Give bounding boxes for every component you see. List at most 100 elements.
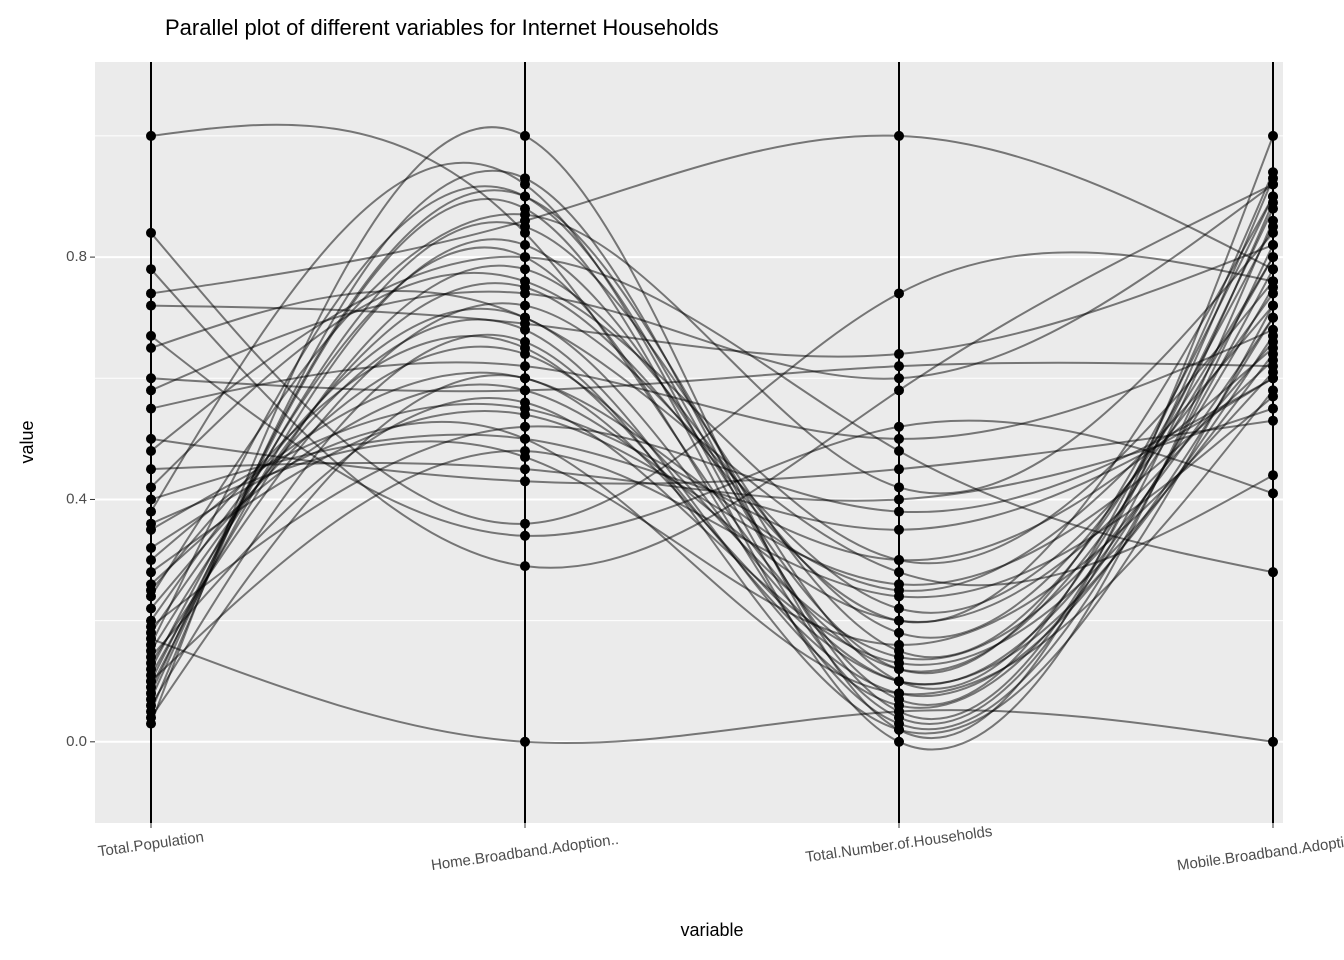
point xyxy=(1268,239,1278,250)
series-line xyxy=(150,371,1274,646)
x-tick-label: Total.Population xyxy=(97,829,205,861)
point xyxy=(520,530,530,541)
point xyxy=(1268,373,1278,384)
point xyxy=(1268,330,1278,341)
point xyxy=(520,252,530,263)
point xyxy=(1268,197,1278,208)
point xyxy=(1268,736,1278,747)
point xyxy=(894,361,904,372)
point xyxy=(1268,130,1278,141)
point xyxy=(146,227,156,238)
point xyxy=(1268,391,1278,402)
point xyxy=(894,627,904,638)
point xyxy=(520,276,530,287)
point xyxy=(894,694,904,705)
point xyxy=(520,464,530,475)
point xyxy=(894,658,904,669)
series-line xyxy=(150,361,1274,393)
point xyxy=(146,542,156,553)
point xyxy=(894,603,904,614)
point xyxy=(1268,567,1278,578)
point xyxy=(520,318,530,329)
x-tick-label: Total.Number.of.Households xyxy=(804,823,993,866)
point xyxy=(520,288,530,299)
point xyxy=(1268,488,1278,499)
point xyxy=(146,403,156,414)
point xyxy=(1268,470,1278,481)
point xyxy=(894,591,904,602)
point xyxy=(1268,252,1278,263)
point xyxy=(894,464,904,475)
point xyxy=(146,288,156,299)
point xyxy=(1268,215,1278,226)
series-line xyxy=(150,286,1274,686)
point xyxy=(1268,403,1278,414)
point xyxy=(520,300,530,311)
series-line xyxy=(150,353,1274,666)
point xyxy=(146,433,156,444)
point xyxy=(894,130,904,141)
point xyxy=(146,712,156,723)
point xyxy=(520,361,530,372)
point xyxy=(146,300,156,311)
point xyxy=(520,445,530,456)
point xyxy=(1268,264,1278,275)
point xyxy=(520,397,530,408)
point xyxy=(894,494,904,505)
point xyxy=(520,209,530,220)
y-tick-label: 0.8 xyxy=(66,248,87,265)
series-line xyxy=(150,335,1274,719)
point xyxy=(146,464,156,475)
series-line xyxy=(150,359,1274,586)
point xyxy=(1268,179,1278,190)
point xyxy=(146,264,156,275)
point xyxy=(146,506,156,517)
series-line xyxy=(150,317,1274,661)
series-line xyxy=(150,213,1274,597)
point xyxy=(1268,415,1278,426)
point xyxy=(520,409,530,420)
point xyxy=(146,639,156,650)
point xyxy=(1268,227,1278,238)
point xyxy=(520,264,530,275)
point xyxy=(894,555,904,566)
series-line xyxy=(150,389,1274,696)
point xyxy=(894,724,904,735)
point xyxy=(146,579,156,590)
point xyxy=(894,736,904,747)
point xyxy=(146,342,156,353)
point xyxy=(894,712,904,723)
point xyxy=(894,433,904,444)
series-line xyxy=(150,134,1274,295)
point xyxy=(894,567,904,578)
point xyxy=(520,179,530,190)
point xyxy=(894,349,904,360)
point xyxy=(520,561,530,572)
point xyxy=(146,603,156,614)
point xyxy=(520,736,530,747)
point xyxy=(146,330,156,341)
series-line xyxy=(150,637,1274,745)
point xyxy=(1268,312,1278,323)
point xyxy=(894,385,904,396)
series-line xyxy=(150,395,1274,682)
point xyxy=(146,494,156,505)
point xyxy=(146,373,156,384)
series-line xyxy=(150,183,1274,569)
point xyxy=(1268,349,1278,360)
point xyxy=(520,221,530,232)
x-tick-label: Home.Broadband.Adoption.. xyxy=(430,831,620,874)
y-axis-title: value xyxy=(17,420,37,463)
point xyxy=(1268,276,1278,287)
y-tick-label: 0.0 xyxy=(66,733,87,750)
point xyxy=(146,621,156,632)
point xyxy=(894,524,904,535)
y-tick-label: 0.4 xyxy=(66,490,87,507)
point xyxy=(520,476,530,487)
point xyxy=(520,433,530,444)
point xyxy=(894,639,904,650)
point xyxy=(146,518,156,529)
series-line xyxy=(150,305,1274,735)
point xyxy=(146,651,156,662)
